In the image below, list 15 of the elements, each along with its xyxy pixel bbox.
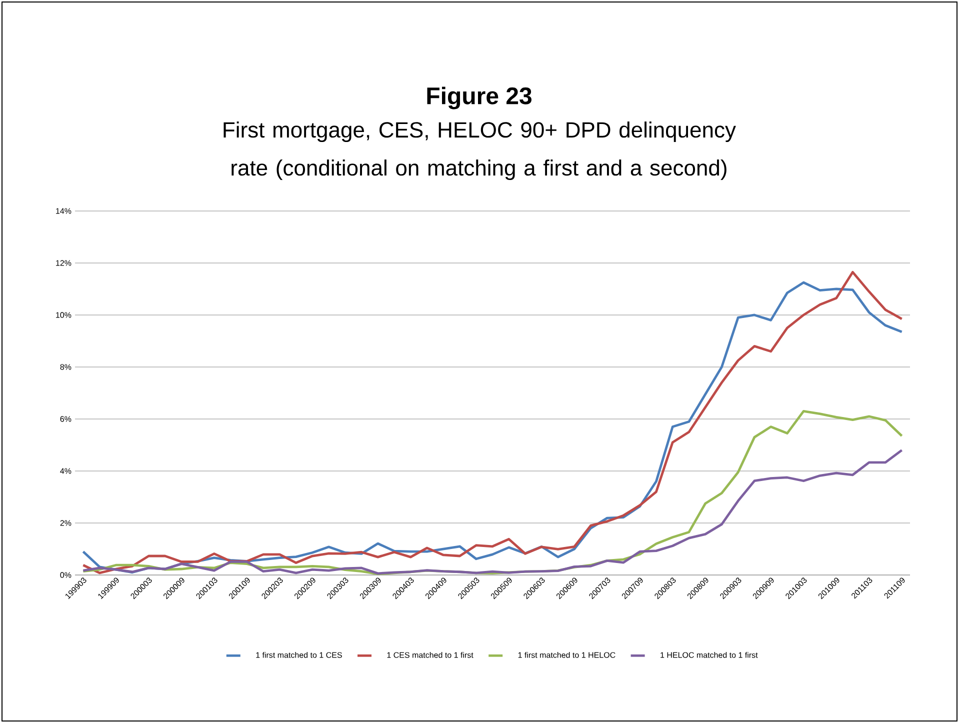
chart-subtitle: First mortgage, CES, HELOC 90+ DPD delinquency rate (conditional on matching a first and a second) (224, 122, 736, 180)
y-tick-label: 12% (56, 260, 72, 266)
legend-label: 1 first matched to 1 HELOC (518, 652, 616, 658)
chart-title: Figure 23 (427, 86, 532, 110)
y-tick-label: 6% (60, 416, 72, 422)
y-tick-label: 8% (60, 364, 72, 370)
y-tick-label: 10% (56, 312, 72, 318)
y-tick-label: 14% (56, 208, 72, 214)
legend-label: 1 first matched to 1 CES (256, 652, 342, 658)
legend-label: 1 HELOC matched to 1 first (660, 652, 758, 658)
legend-label: 1 CES matched to 1 first (387, 652, 474, 658)
line-series (82, 448, 904, 575)
y-tick-label: 2% (60, 520, 72, 526)
y-tick-label: 4% (60, 468, 72, 474)
y-tick-label: 0% (60, 572, 72, 578)
